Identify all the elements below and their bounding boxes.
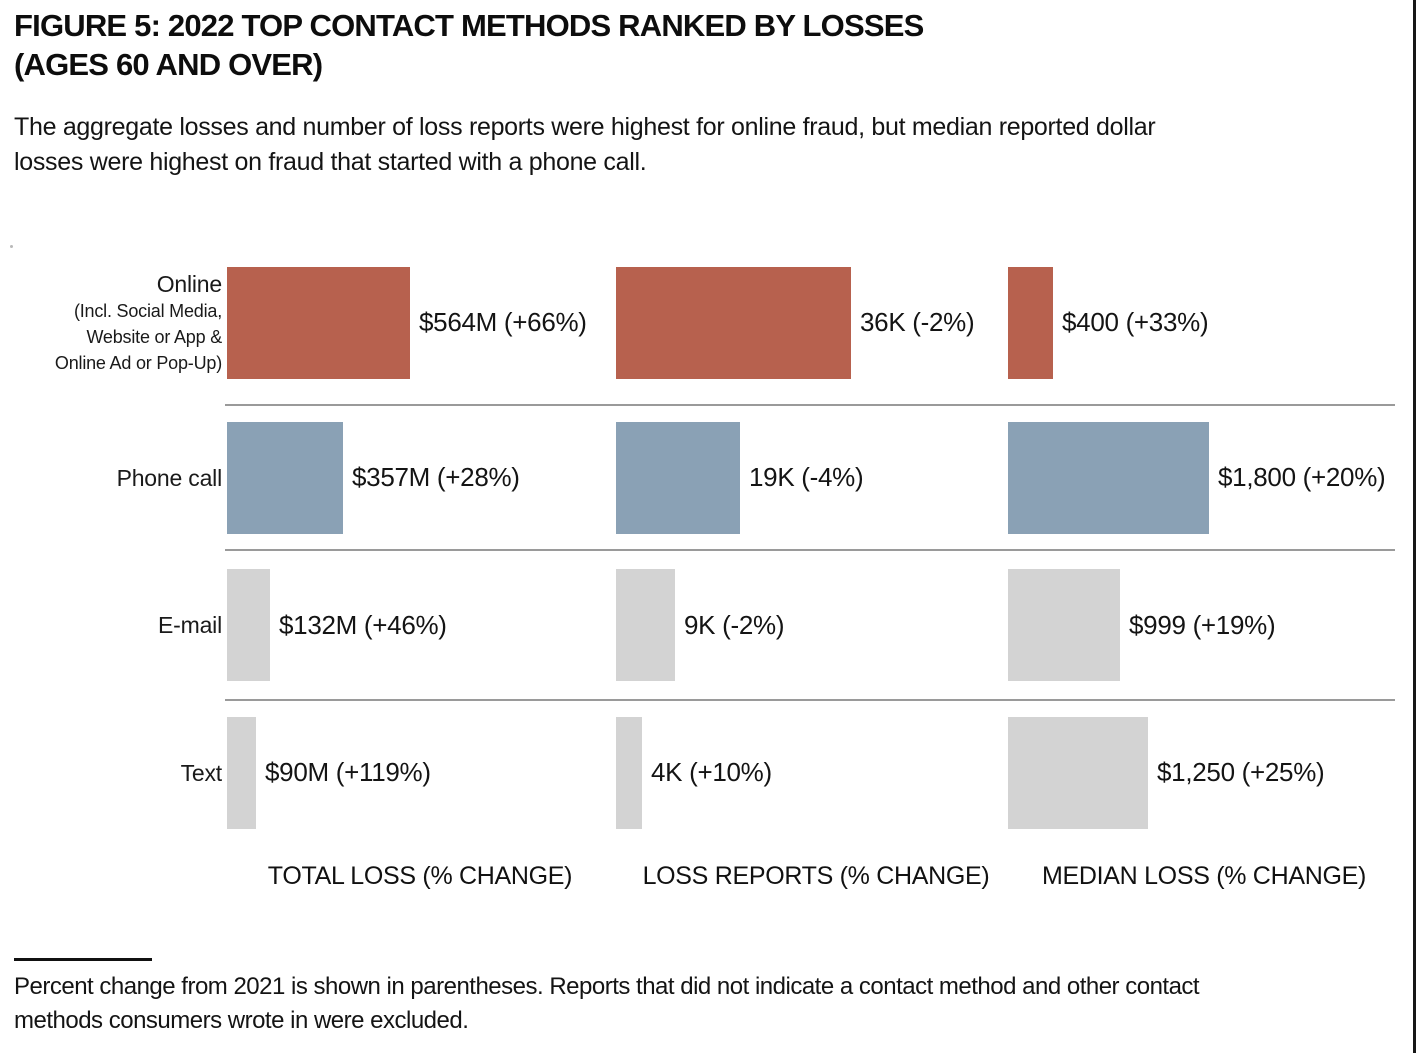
category-label: Text	[180, 759, 223, 786]
category-label: Phone call	[116, 464, 223, 491]
bar-group-median-loss-online: $400 (+33%)	[1008, 240, 1209, 405]
row-label-online: Online (Incl. Social Media, Website or A…	[0, 240, 222, 405]
row-divider	[225, 404, 1395, 406]
row-label-phone-call: Phone call	[0, 405, 223, 550]
bar-group-loss-reports-online: 36K (-2%)	[616, 240, 975, 405]
bar-group-total-loss-email: $132M (+46%)	[227, 550, 447, 700]
value-label: $1,800 (+20%)	[1218, 462, 1386, 492]
bar-loss-reports-online	[616, 266, 851, 379]
row-divider	[225, 699, 1395, 701]
value-label: $564M (+66%)	[419, 307, 587, 337]
chart-row-text: Text $90M (+119%) 4K (+10%) $1,250 (+25%…	[0, 700, 1416, 845]
figure-subtitle-line2: losses were highest on fraud that starte…	[14, 148, 647, 176]
bar-loss-reports-email	[616, 569, 675, 681]
bar-total-loss-online	[227, 266, 410, 379]
bar-total-loss-email	[227, 569, 270, 681]
page-right-border	[1413, 0, 1416, 1053]
figure-subtitle: The aggregate losses and number of loss …	[14, 110, 1156, 180]
axis-label-median-loss: MEDIAN LOSS (% CHANGE)	[1041, 862, 1367, 890]
value-label: 9K (-2%)	[684, 609, 785, 640]
bar-group-loss-reports-text: 4K (+10%)	[616, 700, 772, 845]
category-label: Online	[156, 270, 222, 297]
value-label: 4K (+10%)	[651, 757, 772, 787]
figure-title-line2: (AGES 60 AND OVER)	[14, 47, 323, 82]
bar-group-total-loss-text: $90M (+119%)	[227, 700, 431, 845]
stray-mark	[10, 245, 13, 248]
bar-group-loss-reports-email: 9K (-2%)	[616, 550, 784, 700]
footnote-rule	[14, 958, 152, 961]
value-label: $400 (+33%)	[1062, 307, 1209, 337]
row-label-email: E-mail	[0, 550, 222, 700]
chart-row-online: Online (Incl. Social Media, Website or A…	[0, 240, 1416, 406]
footnote-line1: Percent change from 2021 is shown in par…	[14, 973, 1200, 1000]
bar-group-total-loss-phone: $357M (+28%)	[227, 405, 520, 550]
bar-total-loss-phone	[227, 421, 343, 534]
chart-row-phone-call: Phone call $357M (+28%) 19K (-4%) $1,800…	[0, 405, 1416, 551]
bar-total-loss-text	[227, 716, 256, 829]
bar-median-loss-phone	[1008, 421, 1209, 534]
bar-group-median-loss-text: $1,250 (+25%)	[1008, 700, 1325, 845]
bar-median-loss-online	[1008, 266, 1053, 379]
axis-label-total-loss: TOTAL LOSS (% CHANGE)	[267, 862, 573, 890]
category-sublabel: Online Ad or Pop-Up)	[54, 352, 222, 373]
value-label: $999 (+19%)	[1129, 609, 1276, 640]
bar-group-loss-reports-phone: 19K (-4%)	[616, 405, 864, 550]
category-sublabel: Website or App &	[86, 326, 222, 347]
bar-group-median-loss-email: $999 (+19%)	[1008, 550, 1276, 700]
value-label: $90M (+119%)	[265, 757, 431, 787]
bar-chart: Online (Incl. Social Media, Website or A…	[0, 240, 1416, 845]
figure-title: FIGURE 5: 2022 TOP CONTACT METHODS RANKE…	[14, 6, 924, 84]
figure-title-line1: FIGURE 5: 2022 TOP CONTACT METHODS RANKE…	[14, 8, 924, 43]
value-label: $132M (+46%)	[279, 609, 447, 640]
chart-row-email: E-mail $132M (+46%) 9K (-2%) $999 (+19%)	[0, 550, 1416, 701]
figure-subtitle-line1: The aggregate losses and number of loss …	[14, 113, 1156, 141]
row-label-text: Text	[0, 700, 223, 845]
value-label: $357M (+28%)	[352, 462, 520, 492]
bar-group-median-loss-phone: $1,800 (+20%)	[1008, 405, 1386, 550]
bar-group-total-loss-online: $564M (+66%)	[227, 240, 587, 405]
category-sublabel: (Incl. Social Media,	[73, 300, 222, 321]
footnote: Percent change from 2021 is shown in par…	[14, 958, 1200, 1038]
bar-loss-reports-text	[616, 716, 642, 829]
category-label: E-mail	[158, 612, 222, 638]
bar-loss-reports-phone	[616, 421, 740, 534]
value-label: 19K (-4%)	[749, 462, 864, 492]
bar-median-loss-text	[1008, 716, 1148, 829]
bar-median-loss-email	[1008, 569, 1120, 681]
row-divider	[225, 549, 1395, 551]
value-label: 36K (-2%)	[860, 307, 975, 337]
value-label: $1,250 (+25%)	[1157, 757, 1325, 787]
axis-label-loss-reports: LOSS REPORTS (% CHANGE)	[642, 862, 990, 890]
footnote-line2: methods consumers wrote in were excluded…	[14, 1007, 469, 1034]
